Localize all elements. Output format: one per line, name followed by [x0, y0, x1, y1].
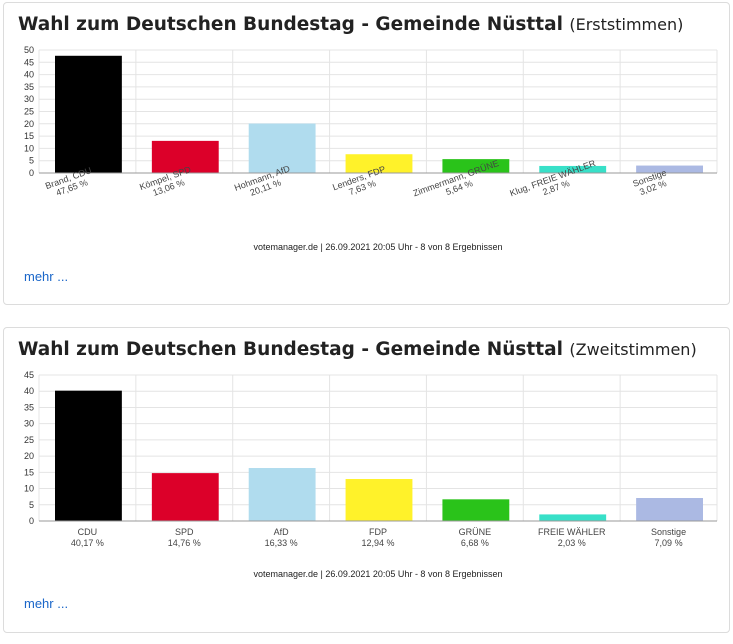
y-tick-label: 50: [24, 45, 34, 55]
bar[interactable]: [248, 123, 316, 173]
card-title: Wahl zum Deutschen Bundestag - Gemeinde …: [18, 339, 697, 360]
y-tick-label: 10: [24, 484, 34, 494]
card-subtitle: (Erststimmen): [569, 15, 684, 34]
y-tick-label: 25: [24, 107, 34, 117]
category-name: CDU: [78, 527, 98, 537]
bar[interactable]: [539, 514, 607, 521]
y-tick-label: 35: [24, 402, 34, 412]
y-tick-label: 40: [24, 386, 34, 396]
bar[interactable]: [55, 390, 122, 521]
value-label: 6,68 %: [461, 538, 489, 548]
category-name: SPD: [175, 527, 194, 537]
more-link[interactable]: mehr ...: [24, 269, 69, 284]
bar[interactable]: [442, 499, 510, 521]
y-tick-label: 15: [24, 131, 34, 141]
y-tick-label: 20: [24, 451, 34, 461]
card-title: Wahl zum Deutschen Bundestag - Gemeinde …: [18, 14, 683, 35]
more-link[interactable]: mehr ...: [24, 596, 69, 611]
zweitstimmen-card: Wahl zum Deutschen Bundestag - Gemeinde …: [3, 327, 730, 633]
y-tick-label: 5: [29, 156, 34, 166]
y-tick-label: 10: [24, 143, 34, 153]
y-tick-label: 0: [29, 168, 34, 178]
bar[interactable]: [345, 479, 413, 521]
y-tick-label: 35: [24, 82, 34, 92]
bar[interactable]: [248, 468, 316, 521]
bar[interactable]: [345, 154, 413, 173]
bar[interactable]: [442, 159, 510, 173]
category-name: GRÜNE: [459, 527, 492, 537]
y-tick-label: 40: [24, 70, 34, 80]
card-title-main: Wahl zum Deutschen Bundestag - Gemeinde …: [18, 339, 563, 360]
category-name: FREIE WÄHLER: [538, 527, 606, 537]
bar[interactable]: [636, 165, 703, 173]
y-tick-label: 30: [24, 94, 34, 104]
y-tick-label: 5: [29, 500, 34, 510]
y-tick-label: 30: [24, 419, 34, 429]
bar[interactable]: [55, 55, 122, 173]
value-label: 2,03 %: [558, 538, 586, 548]
source-note: votemanager.de | 26.09.2021 20:05 Uhr - …: [253, 242, 502, 252]
y-tick-label: 15: [24, 467, 34, 477]
bar[interactable]: [151, 473, 219, 521]
value-label: 12,94 %: [361, 538, 394, 548]
bar[interactable]: [151, 140, 219, 173]
card-title-main: Wahl zum Deutschen Bundestag - Gemeinde …: [18, 14, 563, 35]
value-label: 40,17 %: [71, 538, 104, 548]
y-tick-label: 20: [24, 119, 34, 129]
value-label: 16,33 %: [265, 538, 298, 548]
category-name: FDP: [369, 527, 387, 537]
erststimmen-card: Wahl zum Deutschen Bundestag - Gemeinde …: [3, 2, 730, 305]
bar[interactable]: [539, 165, 607, 173]
category-name: Sonstige: [651, 527, 686, 537]
y-tick-label: 0: [29, 516, 34, 526]
card-subtitle: (Zweitstimmen): [569, 340, 697, 359]
value-label: 14,76 %: [168, 538, 201, 548]
bar[interactable]: [636, 497, 703, 521]
y-tick-label: 45: [24, 370, 34, 380]
value-label: 7,09 %: [655, 538, 683, 548]
source-note: votemanager.de | 26.09.2021 20:05 Uhr - …: [253, 569, 502, 579]
y-tick-label: 45: [24, 57, 34, 67]
y-tick-label: 25: [24, 435, 34, 445]
category-name: AfD: [274, 527, 290, 537]
